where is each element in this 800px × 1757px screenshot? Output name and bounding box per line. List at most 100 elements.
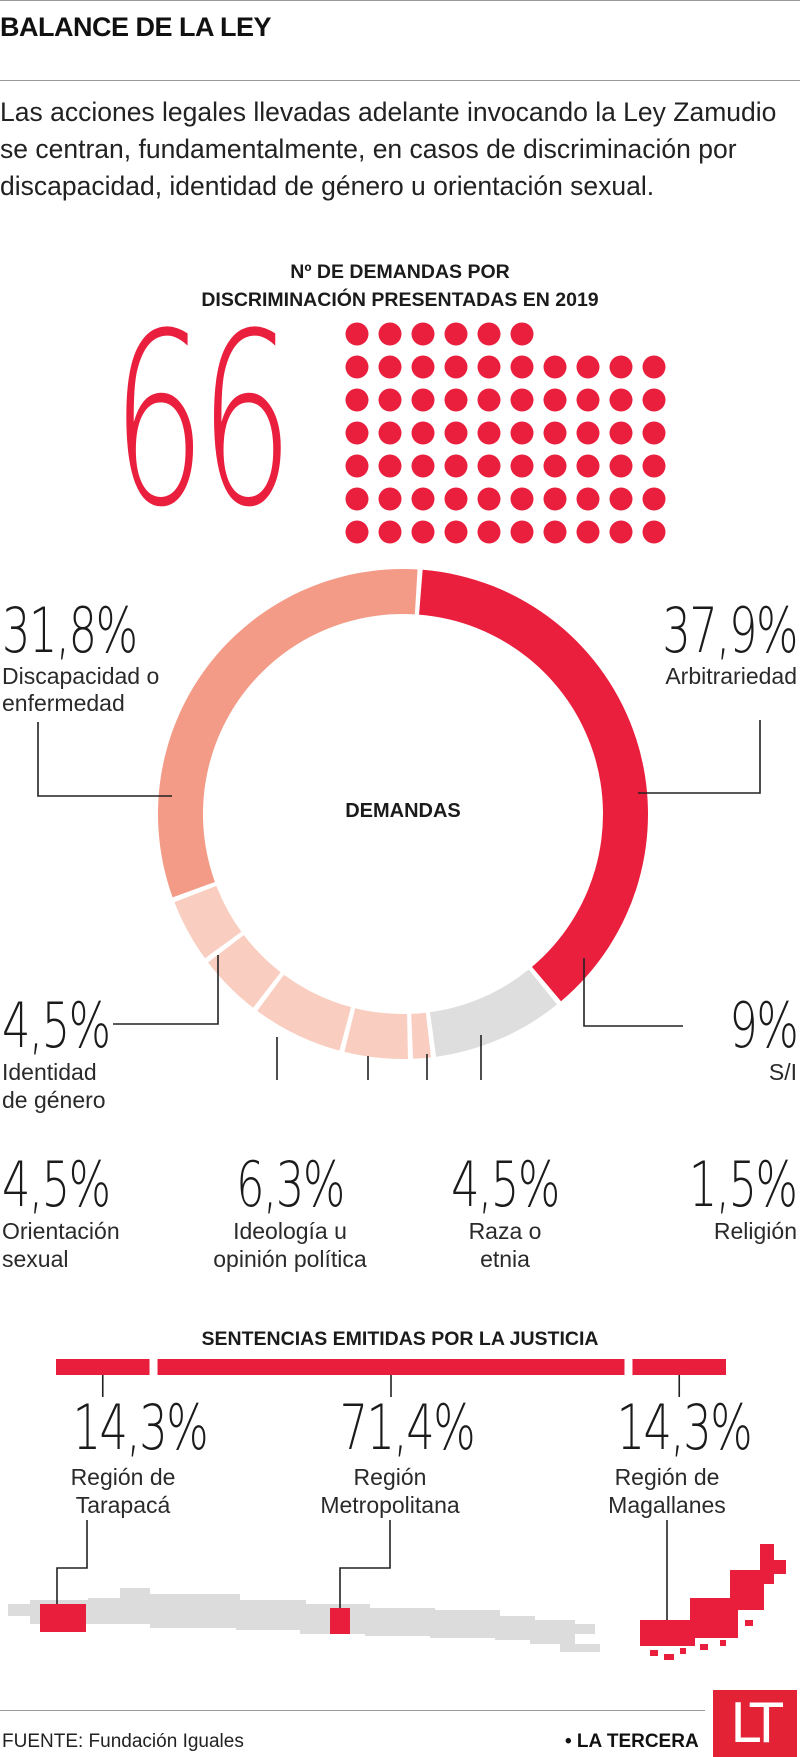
- demandas-heading-1: Nº DE DEMANDAS POR: [290, 261, 510, 283]
- demanda-dot: [510, 454, 534, 478]
- demanda-dot: [411, 322, 435, 346]
- demanda-dot: [444, 520, 468, 544]
- demanda-dot: [642, 454, 666, 478]
- pct-religion: 1,5%: [689, 1148, 798, 1221]
- demanda-dot: [477, 322, 501, 346]
- demanda-dot: [609, 520, 633, 544]
- footer-rule: [0, 1710, 705, 1711]
- sentencias-bar-metropolitana: [157, 1359, 625, 1375]
- label-tarapaca-2: Tarapacá: [75, 1492, 171, 1518]
- demanda-dot: [444, 388, 468, 412]
- demanda-dot: [477, 520, 501, 544]
- pct-tarapaca: 14,3%: [72, 1391, 209, 1464]
- map-tarapaca: [40, 1604, 86, 1632]
- demanda-dot: [576, 421, 600, 445]
- page-title: BALANCE DE LA LEY: [0, 12, 272, 42]
- map-magallanes-1: [640, 1620, 695, 1646]
- demanda-dot: [510, 520, 534, 544]
- demanda-dot: [543, 421, 567, 445]
- demanda-dot: [609, 388, 633, 412]
- demanda-dot: [378, 487, 402, 511]
- demanda-dot: [477, 388, 501, 412]
- demanda-dot: [378, 355, 402, 379]
- donut-slice-orientaci-n-sexual: [208, 935, 281, 1008]
- top-rule: [0, 0, 800, 1]
- map-magallanes-3: [730, 1570, 764, 1610]
- demanda-dot: [510, 421, 534, 445]
- label-raza-1: Raza o: [468, 1218, 542, 1244]
- pct-arbitrariedad: 37,9%: [662, 594, 798, 667]
- demanda-dot: [642, 355, 666, 379]
- demanda-dot: [543, 520, 567, 544]
- demanda-dot: [642, 421, 666, 445]
- demanda-dot: [642, 388, 666, 412]
- donut-slice-arbitrariedad: [419, 569, 648, 1002]
- demanda-dot: [576, 388, 600, 412]
- label-ideologia-2: opinión política: [213, 1246, 367, 1272]
- label-orientacion-1: Orientación: [2, 1218, 120, 1244]
- demanda-dot: [576, 454, 600, 478]
- donut-slice-ideolog-a-u-opini-n-pol-tica: [257, 974, 352, 1051]
- label-religion: Religión: [713, 1218, 797, 1244]
- demanda-dot: [378, 520, 402, 544]
- leader-orientacion: [276, 1037, 278, 1080]
- map-metropolitana: [330, 1608, 350, 1634]
- demanda-dot: [411, 454, 435, 478]
- map-leaders: [56, 1520, 668, 1620]
- demanda-dot: [345, 454, 369, 478]
- demanda-dot: [543, 388, 567, 412]
- demanda-dot: [378, 322, 402, 346]
- chile-map: [8, 1520, 786, 1660]
- donut-slice-raza-o-etnia: [344, 1008, 408, 1059]
- demanda-dot: [378, 388, 402, 412]
- demanda-dot: [411, 388, 435, 412]
- label-identidad-1: Identidad: [2, 1059, 97, 1085]
- label-metropolitana-1: Región: [353, 1464, 427, 1490]
- donut-slice-discapacidad-o-enfermedad: [158, 569, 418, 898]
- demanda-dot: [345, 322, 369, 346]
- label-arbitrariedad: Arbitrariedad: [665, 663, 797, 689]
- leader-raza: [426, 1054, 428, 1080]
- demanda-dot: [543, 487, 567, 511]
- sentencias-bar-tarapaca: [56, 1359, 150, 1375]
- demanda-dot: [477, 487, 501, 511]
- leader-identidad: [113, 955, 219, 1025]
- demandas-donut-chart: DEMANDAS: [37, 569, 761, 1080]
- demanda-dot: [642, 520, 666, 544]
- title-divider: [0, 80, 800, 81]
- pct-magallanes: 14,3%: [616, 1391, 753, 1464]
- label-si: S/I: [768, 1059, 797, 1085]
- map-magallanes-4: [760, 1544, 774, 1584]
- demanda-dot: [576, 355, 600, 379]
- demanda-dot: [345, 355, 369, 379]
- demanda-dot: [411, 355, 435, 379]
- demanda-dot: [609, 421, 633, 445]
- demanda-dot: [477, 355, 501, 379]
- demanda-dot: [345, 388, 369, 412]
- label-identidad-2: de género: [2, 1087, 106, 1113]
- map-magallanes-5: [774, 1560, 786, 1574]
- label-tarapaca-1: Región de: [70, 1464, 176, 1490]
- demandas-dot-grid: [345, 322, 666, 544]
- donut-slice-religi-n: [411, 1012, 431, 1059]
- sentencias-heading: SENTENCIAS EMITIDAS POR LA JUSTICIA: [201, 1328, 599, 1350]
- demanda-dot: [642, 487, 666, 511]
- donut-slice-s-i: [430, 969, 558, 1057]
- la-tercera-logo: LT: [713, 1690, 797, 1757]
- demanda-dot: [477, 454, 501, 478]
- demanda-dot: [609, 487, 633, 511]
- label-orientacion-2: sexual: [2, 1246, 69, 1272]
- demanda-dot: [510, 388, 534, 412]
- demanda-dot: [444, 355, 468, 379]
- label-discapacidad-1: Discapacidad o: [2, 663, 160, 689]
- demanda-dot: [411, 487, 435, 511]
- pct-discapacidad: 31,8%: [2, 594, 138, 667]
- demanda-dot: [510, 487, 534, 511]
- demanda-dot: [345, 487, 369, 511]
- demanda-dot: [543, 355, 567, 379]
- label-magallanes-2: Magallanes: [608, 1492, 726, 1518]
- label-ideologia-1: Ideología u: [233, 1218, 347, 1244]
- demanda-dot: [510, 322, 534, 346]
- demandas-total: 66: [112, 283, 294, 560]
- demanda-dot: [411, 421, 435, 445]
